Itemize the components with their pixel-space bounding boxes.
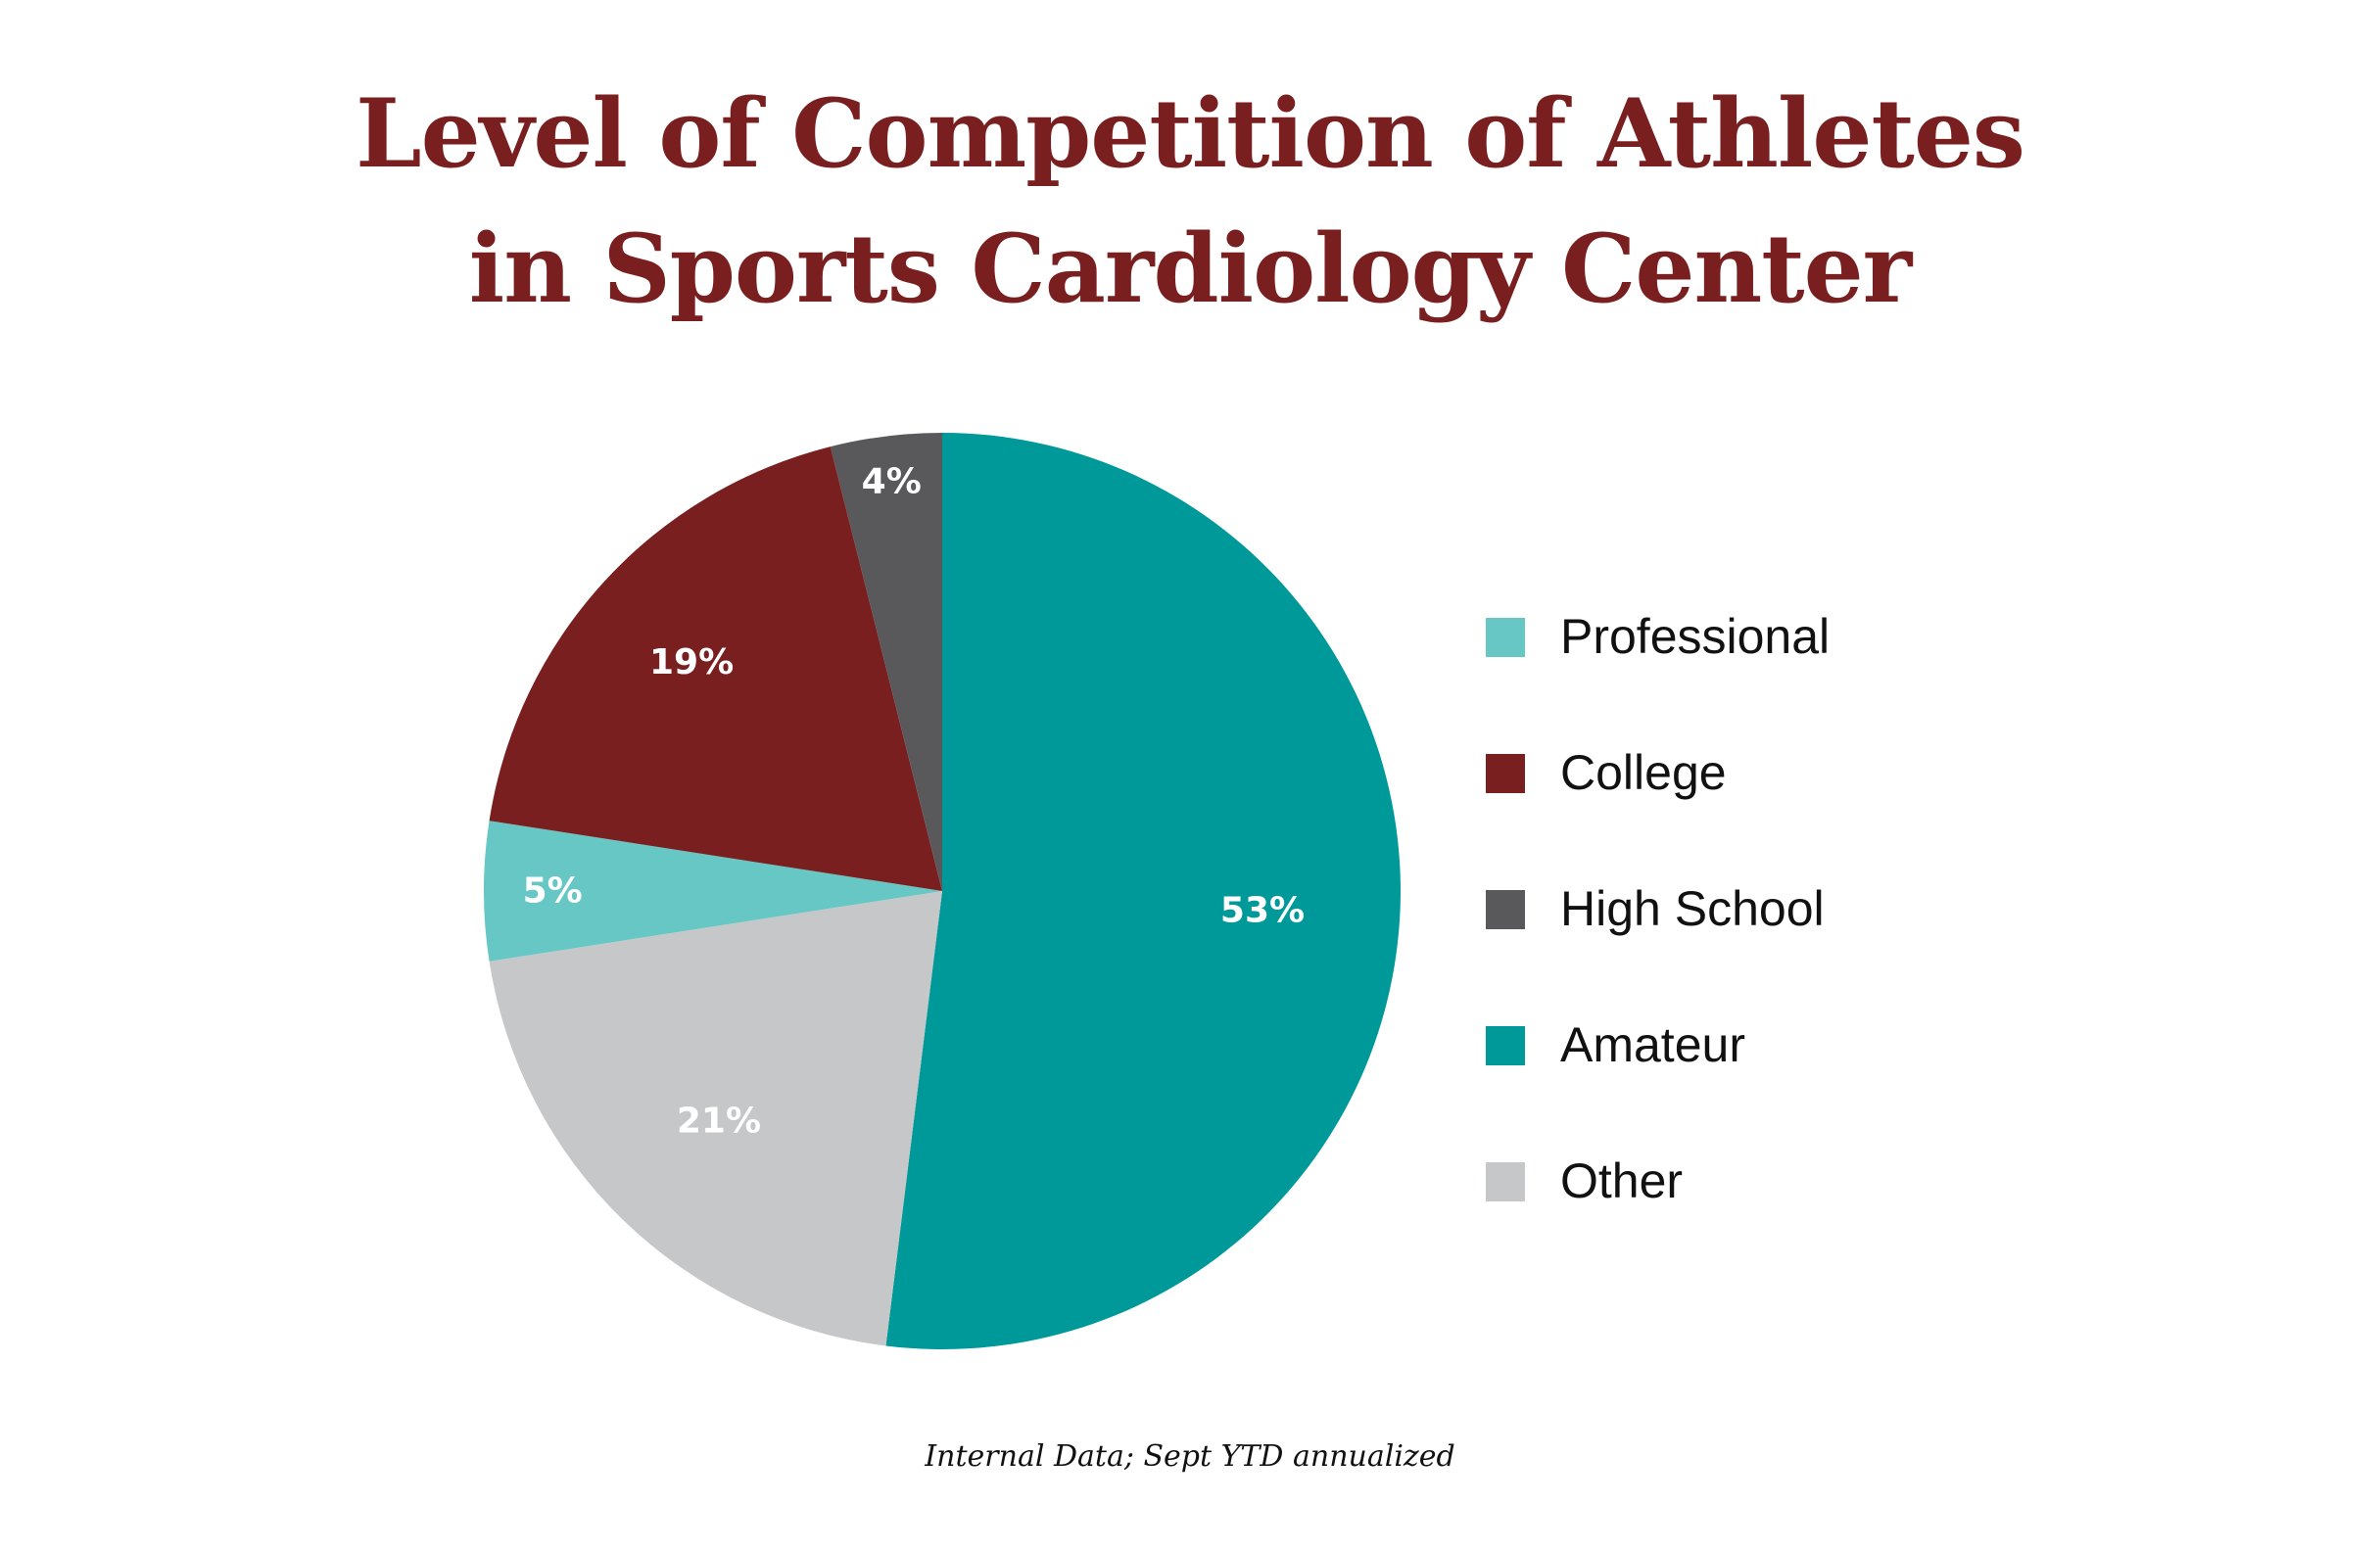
pie-slice-professional: [484, 821, 942, 962]
chart-title: Level of Competition of Athletes in Spor…: [0, 67, 2380, 337]
source-note: Internal Data; Sept YTD annualized: [925, 1439, 1455, 1474]
pie-value-label-college: 19%: [649, 642, 734, 682]
pie-slice-amateur: [885, 433, 1401, 1349]
chart-title-line-1: Level of Competition of Athletes: [356, 78, 2025, 189]
legend-label-amateur: Amateur: [1560, 1017, 1745, 1072]
pie-value-label-other: 21%: [677, 1102, 761, 1142]
pie-slice-other: [489, 891, 942, 1346]
legend-label-professional: Professional: [1560, 609, 1831, 664]
pie-value-labels: 53% 21% 5% 19% 4%: [523, 461, 1305, 1141]
pie-slice-college: [489, 446, 942, 891]
legend-label-other: Other: [1560, 1153, 1684, 1208]
legend-label-high-school: High School: [1560, 881, 1825, 936]
legend-swatch-professional: [1486, 618, 1525, 657]
pie-slices: [484, 433, 1401, 1349]
legend-swatch-other: [1486, 1162, 1525, 1201]
chart-title-line-2: in Sports Cardiology Center: [468, 213, 1912, 324]
legend-swatch-amateur: [1486, 1026, 1525, 1065]
pie-slice-high-school: [830, 433, 942, 891]
pie-value-label-professional: 5%: [523, 871, 583, 912]
pie-value-label-high-school: 4%: [862, 461, 922, 501]
legend-label-college: College: [1560, 745, 1727, 800]
legend-swatch-college: [1486, 754, 1525, 793]
legend-swatch-high-school: [1486, 890, 1525, 929]
pie-value-label-amateur: 53%: [1220, 891, 1305, 931]
